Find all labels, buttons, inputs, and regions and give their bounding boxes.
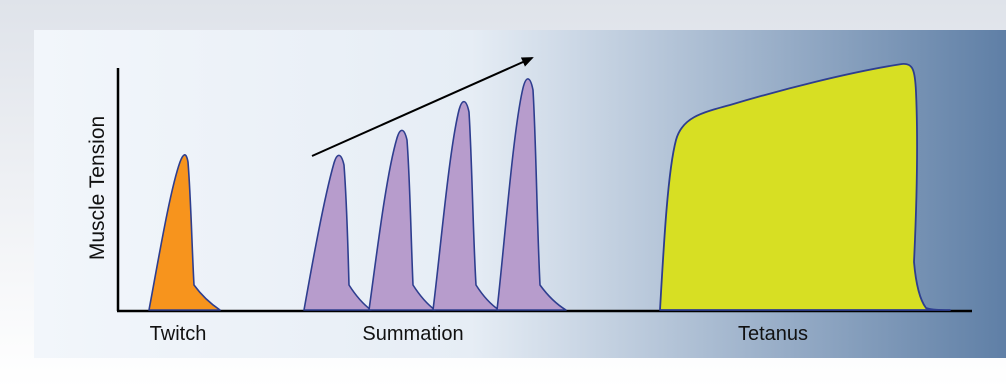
y-axis-label: Muscle Tension bbox=[86, 116, 109, 260]
tetanus-label: Tetanus bbox=[738, 323, 808, 345]
summation-peak bbox=[303, 154, 372, 311]
twitch-peak bbox=[148, 154, 221, 311]
twitch-label: Twitch bbox=[150, 323, 207, 345]
summation-label: Summation bbox=[362, 323, 463, 345]
increase-arrow bbox=[311, 57, 534, 157]
summation-peak bbox=[432, 100, 500, 311]
tetanus-plateau bbox=[659, 63, 951, 311]
summation-peak bbox=[368, 129, 436, 311]
summation-peak bbox=[496, 78, 567, 311]
